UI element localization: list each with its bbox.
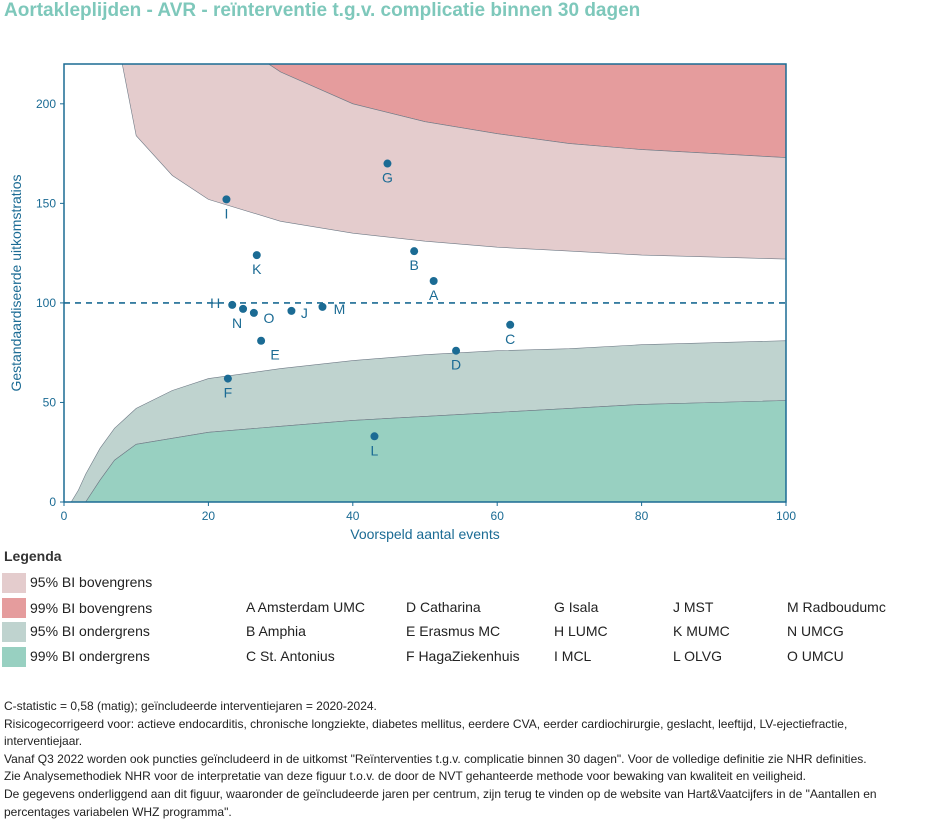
data-point-c [506,320,515,329]
legend-title: Legenda [4,548,62,564]
y-tick-label: 150 [36,196,56,210]
legend-label-lower95: 95% BI ondergrens [30,623,150,639]
legend-swatch-lower95 [2,622,26,642]
data-point-l [370,432,379,441]
point-label-o: O [263,310,274,326]
x-tick-label: 0 [61,509,68,523]
point-label-l: L [371,442,379,458]
y-axis-label: Gestandaardiseerde uitkomstratios [8,174,24,391]
legend-label-upper99: 99% BI bovengrens [30,600,153,616]
footnote-line: C-statistic = 0,58 (matig); geïncludeerd… [4,699,377,713]
y-tick-label: 100 [36,296,56,310]
data-point-a [429,277,438,286]
center-name: F HagaZiekenhuis [406,648,520,664]
point-label-d: D [451,357,461,373]
point-label-g: G [382,170,393,186]
legend-swatch-lower99 [2,647,26,667]
x-tick-label: 80 [635,509,649,523]
legend-swatch-upper99 [2,598,26,618]
y-tick-label: 0 [49,495,56,509]
plot-frame [63,63,787,503]
footnote-line: percentages variabelen WHZ programma". [4,804,232,819]
funnel-chart: 0 20 40 60 80 100 0 50 100 150 200 AB C D E F G H I J K L M N O… [8,63,796,542]
data-point-f [223,374,232,383]
legend-label-lower99: 99% BI ondergrens [30,648,150,664]
y-tick-label: 50 [43,395,57,409]
center-name: L OLVG [673,648,723,664]
upper95-band [121,64,786,260]
data-point-j [287,306,296,315]
center-name: M Radboudumc [787,599,886,615]
point-label-c: C [505,331,515,347]
data-point-h [228,300,237,309]
point-label-f: F [224,385,233,401]
point-label-e: E [270,347,279,363]
footnote-line: Zie Analysemethodiek NHR voor de interpr… [4,769,807,784]
x-tick-label: 40 [346,509,360,523]
point-label-i: I [225,205,229,221]
x-tick-label: 60 [491,509,505,523]
data-point-o [249,308,258,317]
x-tick-label: 100 [776,509,796,523]
data-point-i [222,195,231,204]
center-name: G Isala [554,599,599,615]
lower99-band [71,400,786,502]
point-label-a: A [429,287,439,303]
legend-swatch-upper95 [2,573,26,593]
data-point-k [252,251,261,260]
footnote-line: De gegevens onderliggend aan dit figuur,… [4,786,877,801]
x-tick-label: 20 [202,509,216,523]
center-name: K MUMC [673,623,730,639]
legend-label-upper95: 95% BI bovengrens [30,574,153,590]
footnote-line: interventiejaar. [4,734,83,749]
data-point-m [318,302,327,311]
data-point-d [452,346,461,355]
center-name: J MST [673,599,714,615]
point-label-n: N [232,315,242,331]
y-tick-label: 200 [36,97,56,111]
data-point-b [410,247,419,256]
footnote-line: Risicogecorrigeerd voor: actieve endocar… [4,716,848,731]
point-label-m: M [334,301,346,317]
x-axis-label: Voorspeld aantal events [350,526,499,542]
center-name: I MCL [554,648,592,664]
point-label-b: B [409,257,418,273]
center-name: H LUMC [554,623,608,639]
upper99-band [267,64,786,158]
center-name: O UMCU [787,648,844,664]
point-label-h: H [210,295,220,311]
center-name: C St. Antonius [246,648,335,664]
point-label-j: J [301,305,308,321]
center-name: D Catharina [406,599,481,615]
footnotes: C-statistic = 0,58 (matig); geïncludeerd… [4,698,930,821]
center-name: E Erasmus MC [406,623,501,639]
footnote-line: Vanaf Q3 2022 worden ook puncties geïncl… [4,751,867,766]
data-point-n [239,304,248,313]
data-point-e [257,336,266,345]
center-name: A Amsterdam UMC [246,599,366,615]
center-name: B Amphia [246,623,306,639]
chart-title: Aortakleplijden - AVR - reïnterventie t.… [4,0,641,21]
data-point-g [383,159,392,168]
center-name: N UMCG [787,623,844,639]
point-label-k: K [252,261,262,277]
